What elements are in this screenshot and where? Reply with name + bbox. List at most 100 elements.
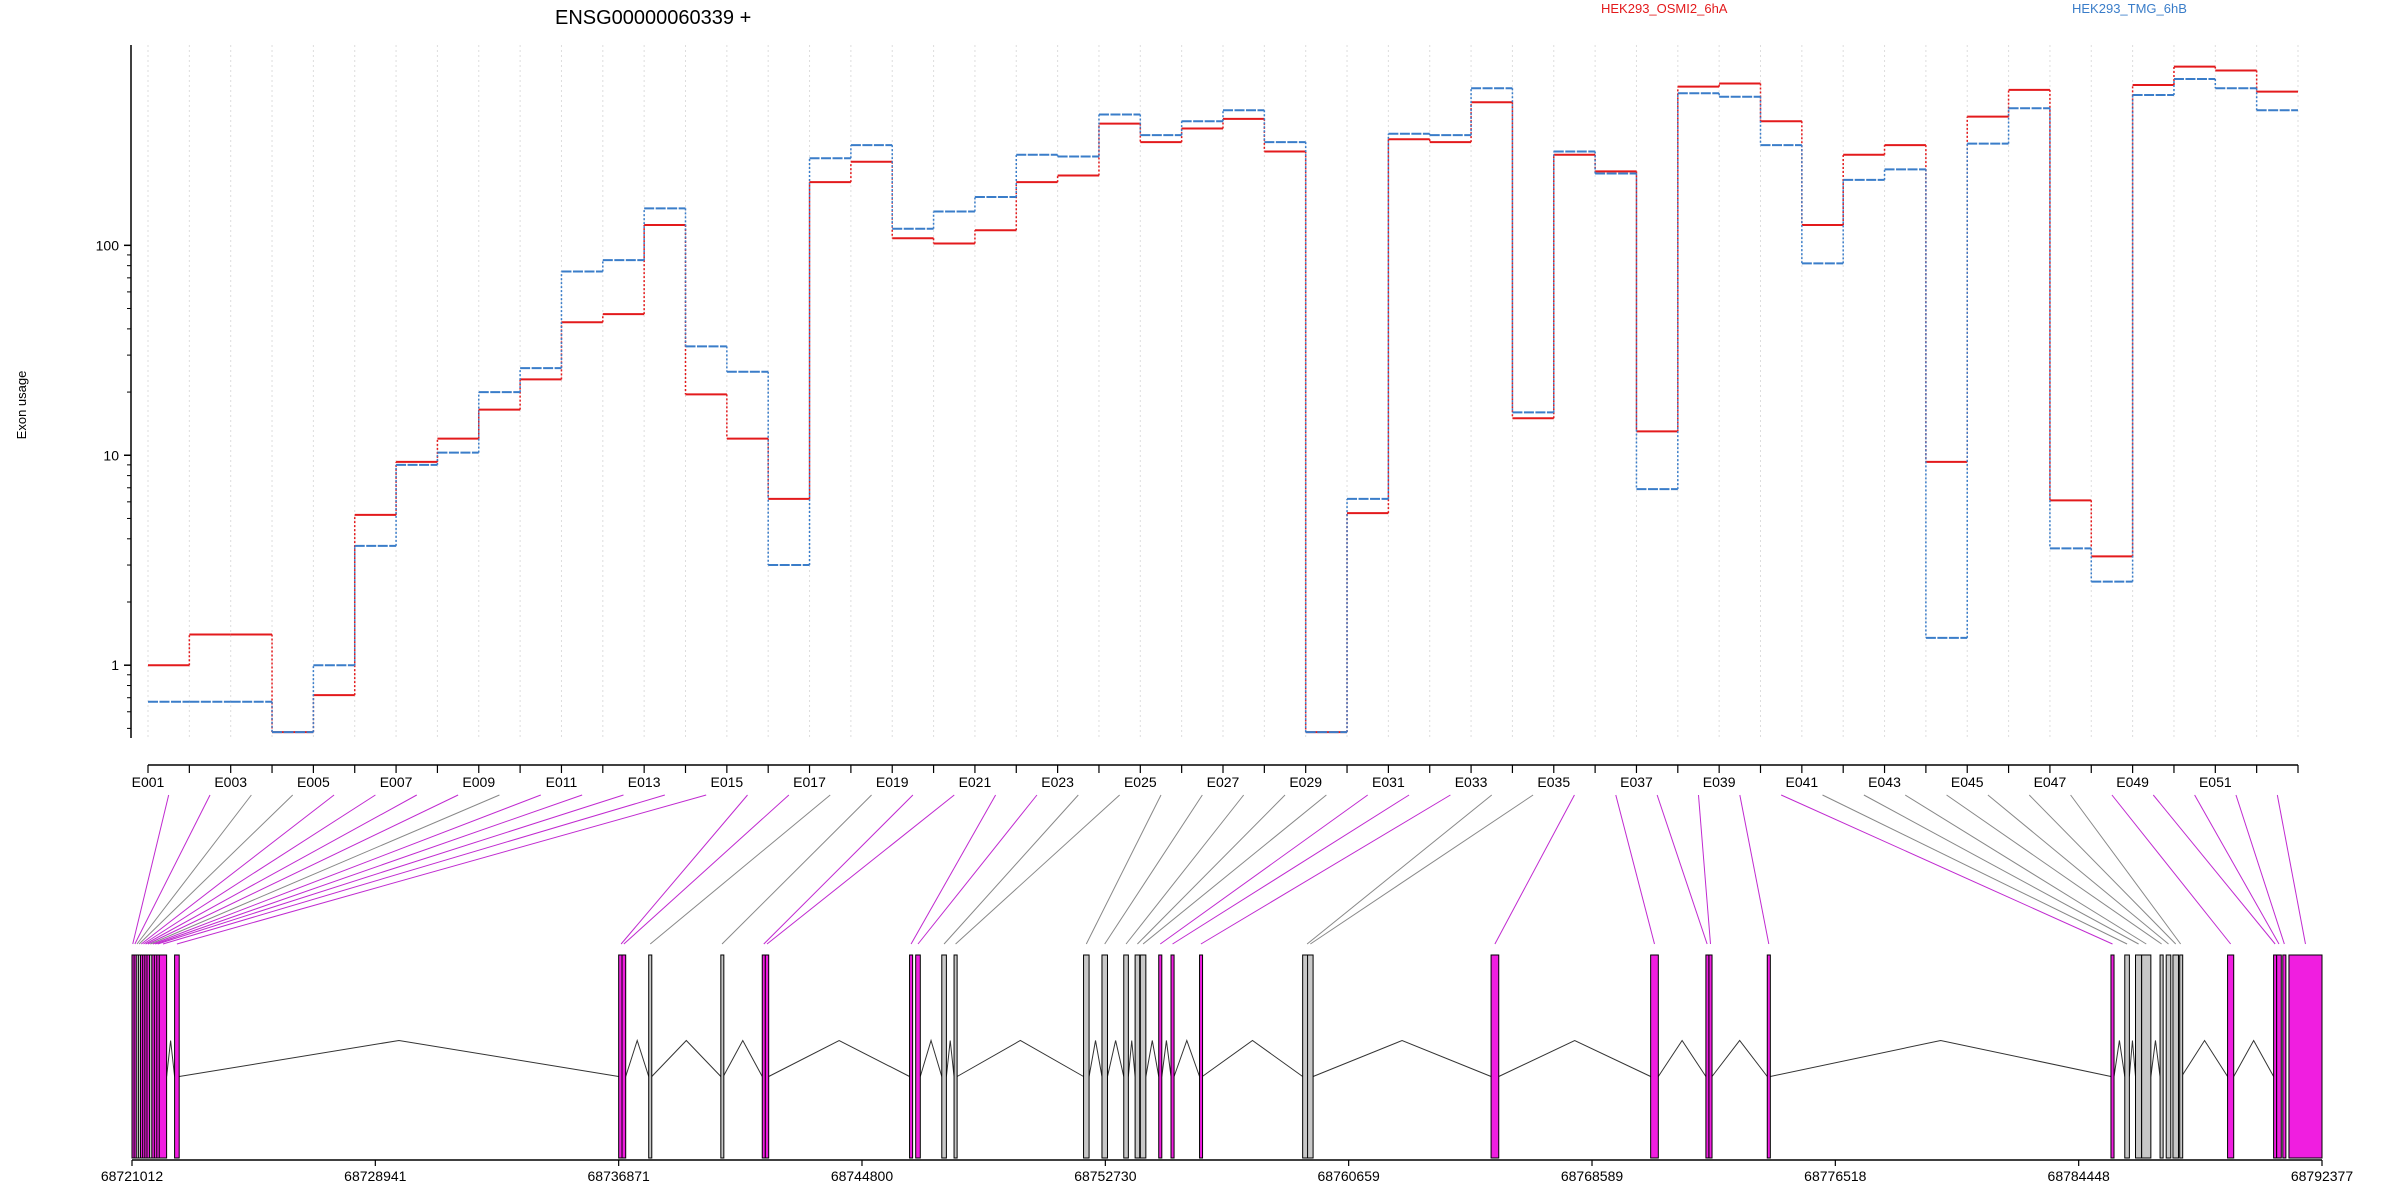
exon-box [174, 954, 180, 1159]
exon-box [1123, 954, 1129, 1159]
exon-connector [917, 794, 1038, 945]
x-tick-label: E031 [1372, 774, 1405, 790]
intron [722, 1039, 763, 1077]
exon-box [915, 954, 921, 1159]
intron [1498, 1039, 1651, 1077]
x-tick-label: E037 [1620, 774, 1653, 790]
intron [1127, 1040, 1136, 1077]
exon-box [1490, 954, 1500, 1159]
exon-connector [1137, 794, 1286, 945]
exon-connector [1142, 794, 1327, 945]
intron [1107, 1040, 1125, 1077]
exon-connector [147, 794, 459, 945]
x-tick-label: E025 [1124, 774, 1157, 790]
coord-tick-label: 68792377 [2291, 1168, 2354, 1184]
exon-box [1708, 954, 1713, 1159]
intron [625, 1038, 650, 1077]
x-tick-label: E045 [1951, 774, 1984, 790]
gene-model [131, 954, 2323, 1159]
intron [956, 1039, 1084, 1077]
exon-connector [1946, 794, 2162, 945]
exon-connector [2194, 794, 2280, 945]
exon-box [1101, 954, 1108, 1159]
legend-label-osmi2: HEK293_OSMI2_6hA [1601, 1, 1728, 16]
x-tick-label: E005 [297, 774, 330, 790]
exon-connector [649, 794, 831, 945]
exon-connector [1739, 794, 1770, 945]
plot-grid [147, 45, 2299, 738]
intron [919, 1038, 943, 1077]
chart-title: ENSG00000060339 + [555, 7, 751, 29]
exon-connector [2276, 794, 2306, 945]
exon-box [2165, 954, 2172, 1159]
legend-label-tmg: HEK293_TMG_6hB [2072, 1, 2187, 16]
series-osmi2 [148, 65, 2298, 734]
intron [768, 1039, 910, 1077]
coord-tick-label: 68744800 [831, 1168, 894, 1184]
exon-connector [1085, 794, 1162, 945]
exon-connector [134, 794, 211, 945]
x-tick-label: E017 [793, 774, 826, 790]
exon-box [1766, 954, 1771, 1159]
exon-connector [1863, 794, 2139, 945]
x-tick-label: E019 [876, 774, 909, 790]
intron [651, 1039, 722, 1077]
intron [1088, 1040, 1103, 1077]
exon-box [2124, 954, 2130, 1159]
intron [179, 1039, 619, 1077]
exon-box [2288, 954, 2323, 1159]
x-tick-label: E033 [1455, 774, 1488, 790]
x-tick-label: E013 [628, 774, 661, 790]
intron [1312, 1039, 1492, 1077]
intron [2150, 1040, 2161, 1077]
exon-connector [1159, 794, 1369, 945]
x-tick-label: E015 [710, 774, 743, 790]
x-tick-label: E009 [462, 774, 495, 790]
exon-connector [2152, 794, 2276, 945]
coord-tick-label: 68784448 [2048, 1168, 2111, 1184]
exon-box [1134, 954, 1141, 1159]
exon-connector [176, 794, 707, 945]
intron [1770, 1039, 2112, 1077]
intron [1657, 1039, 1707, 1077]
intron [1202, 1039, 1303, 1077]
exon-box [1083, 954, 1090, 1159]
exon-connector [1780, 794, 2113, 945]
y-tick-label: 1 [111, 657, 119, 673]
exon-box [648, 954, 653, 1159]
exon-box [2276, 954, 2282, 1159]
exon-connector [1310, 794, 1534, 945]
exon-connector [1172, 794, 1410, 945]
exon-box [764, 954, 770, 1159]
exon-connectors [132, 794, 2306, 945]
exon-box [621, 954, 627, 1159]
intron [945, 1040, 955, 1077]
y-tick-label: 100 [96, 237, 120, 253]
exon-box [1139, 954, 1147, 1159]
x-tick-label: E035 [1537, 774, 1570, 790]
exon-connector [2111, 794, 2232, 945]
exon-connector [140, 794, 335, 945]
x-tick-label: E003 [214, 774, 247, 790]
exon-connector [955, 794, 1120, 945]
exon-connector [766, 794, 955, 945]
coord-tick-label: 68736871 [588, 1168, 651, 1184]
coord-tick-label: 68768589 [1561, 1168, 1624, 1184]
exon-box [909, 954, 914, 1159]
exon-connector [1656, 794, 1708, 945]
coord-tick-label: 68752730 [1074, 1168, 1137, 1184]
exon-connector [145, 794, 417, 945]
coord-tick-label: 68728941 [344, 1168, 407, 1184]
exon-connector [620, 794, 748, 945]
exon-box [953, 954, 958, 1159]
x-tick-label: E043 [1868, 774, 1901, 790]
exon-connector [152, 794, 541, 945]
exon-box [1170, 954, 1175, 1159]
exon-box [2135, 954, 2143, 1159]
exon-box [941, 954, 947, 1159]
x-tick-label: E041 [1785, 774, 1818, 790]
exon-box [2172, 954, 2179, 1159]
exon-connector [1904, 794, 2147, 945]
x-tick-label: E039 [1703, 774, 1736, 790]
